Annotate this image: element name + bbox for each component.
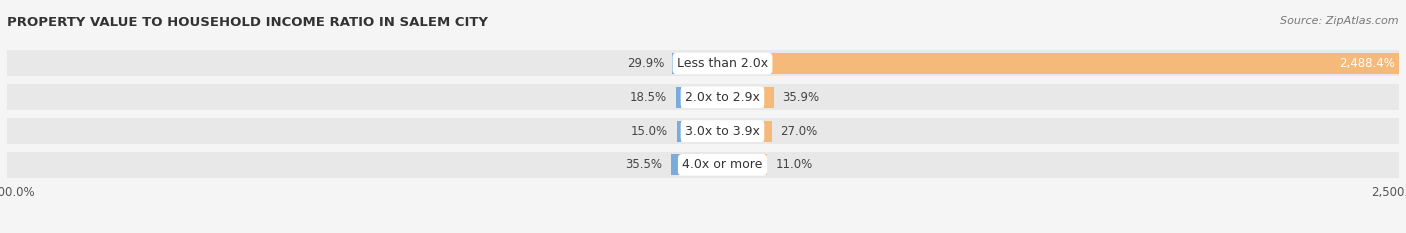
Bar [7, 84, 1399, 110]
Bar [765, 121, 772, 141]
Text: 3.0x to 3.9x: 3.0x to 3.9x [685, 125, 759, 137]
Bar [676, 121, 681, 141]
Text: 2.0x to 2.9x: 2.0x to 2.9x [685, 91, 759, 104]
Bar [7, 118, 1399, 144]
Text: 27.0%: 27.0% [780, 125, 817, 137]
Bar [671, 154, 681, 175]
Text: 15.0%: 15.0% [631, 125, 668, 137]
Text: 35.5%: 35.5% [626, 158, 662, 171]
Text: Source: ZipAtlas.com: Source: ZipAtlas.com [1281, 16, 1399, 26]
Text: 11.0%: 11.0% [776, 158, 813, 171]
Text: PROPERTY VALUE TO HOUSEHOLD INCOME RATIO IN SALEM CITY: PROPERTY VALUE TO HOUSEHOLD INCOME RATIO… [7, 16, 488, 29]
Text: 35.9%: 35.9% [783, 91, 820, 104]
Bar [765, 53, 1399, 74]
Bar [765, 87, 775, 108]
Bar [7, 51, 1399, 76]
Text: 4.0x or more: 4.0x or more [682, 158, 762, 171]
Text: Less than 2.0x: Less than 2.0x [676, 57, 768, 70]
Bar [765, 154, 768, 175]
Bar [7, 152, 1399, 178]
Bar [675, 87, 681, 108]
Bar [672, 53, 681, 74]
Text: 29.9%: 29.9% [627, 57, 664, 70]
Text: 2,488.4%: 2,488.4% [1339, 57, 1395, 70]
Text: 18.5%: 18.5% [630, 91, 668, 104]
